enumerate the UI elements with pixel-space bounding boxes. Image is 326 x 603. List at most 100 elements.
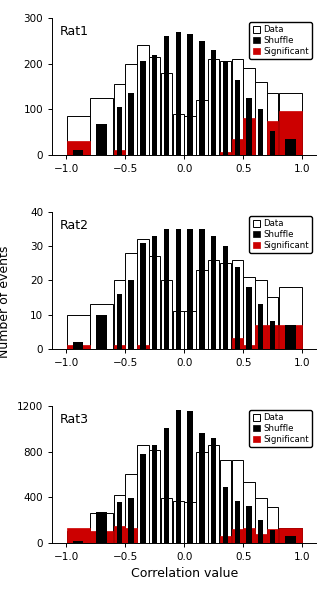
Bar [152,445,157,543]
Bar [267,121,278,155]
Bar [90,98,113,155]
Bar [258,109,263,155]
Bar [279,112,302,155]
Bar [90,531,113,543]
Bar [208,445,219,543]
Bar [73,342,83,349]
Bar [231,338,243,349]
Bar [243,118,255,155]
Bar [164,36,169,155]
Text: Number of events: Number of events [0,245,11,358]
Bar [279,325,302,349]
Bar [267,325,278,349]
Bar [270,530,275,543]
Bar [172,114,184,155]
Bar [267,297,278,349]
Bar [231,529,243,543]
Bar [185,502,196,543]
Bar [67,346,90,349]
Bar [243,482,255,543]
Bar [187,229,193,349]
Bar [67,116,90,155]
Bar [117,294,122,349]
Bar [90,305,113,349]
Bar [258,520,263,543]
Bar [140,454,146,543]
Bar [114,280,125,349]
Bar [285,536,296,543]
Bar [246,507,252,543]
Bar [185,311,196,349]
Bar [255,325,267,349]
Bar [176,410,181,543]
Bar [211,236,216,349]
Bar [270,321,275,349]
Bar [208,59,219,155]
Bar [176,32,181,155]
Bar [279,93,302,155]
Bar [279,528,302,543]
Bar [246,98,252,155]
Bar [96,124,107,155]
Bar [67,528,90,543]
Bar [243,346,255,349]
Text: Rat2: Rat2 [60,219,89,232]
Bar [161,498,172,543]
Bar [140,62,146,155]
Bar [96,512,107,543]
Bar [220,62,231,155]
Bar [149,450,160,543]
Bar [285,139,296,155]
Legend: Data, Shuffle, Significant: Data, Shuffle, Significant [249,22,312,59]
Bar [67,531,90,543]
Bar [258,305,263,349]
Bar [196,270,208,349]
X-axis label: Correlation value: Correlation value [131,567,238,580]
Bar [117,107,122,155]
Bar [149,256,160,349]
Bar [231,459,243,543]
Bar [128,280,134,349]
Bar [137,239,149,349]
Bar [176,229,181,349]
Text: Rat3: Rat3 [60,413,89,426]
Bar [267,529,278,543]
Bar [73,150,83,155]
Bar [137,445,149,543]
Bar [243,277,255,349]
Bar [255,498,267,543]
Bar [211,438,216,543]
Bar [255,280,267,349]
Bar [172,500,184,543]
Bar [285,325,296,349]
Bar [231,260,243,349]
Bar [199,41,204,155]
Bar [223,487,228,543]
Bar [137,346,149,349]
Bar [126,528,137,543]
Bar [196,452,208,543]
Bar [172,311,184,349]
Bar [220,153,231,155]
Bar [117,502,122,543]
Bar [90,513,113,543]
Bar [152,236,157,349]
Bar [161,280,172,349]
Legend: Data, Shuffle, Significant: Data, Shuffle, Significant [249,411,312,447]
Bar [255,534,267,543]
Bar [220,459,231,543]
Bar [128,498,134,543]
Bar [243,68,255,155]
Bar [185,116,196,155]
Bar [279,287,302,349]
Bar [187,34,193,155]
Bar [246,287,252,349]
Bar [114,495,125,543]
Bar [255,82,267,155]
Bar [114,346,125,349]
Bar [208,260,219,349]
Bar [231,59,243,155]
Bar [220,536,231,543]
Bar [67,141,90,155]
Bar [231,139,243,155]
